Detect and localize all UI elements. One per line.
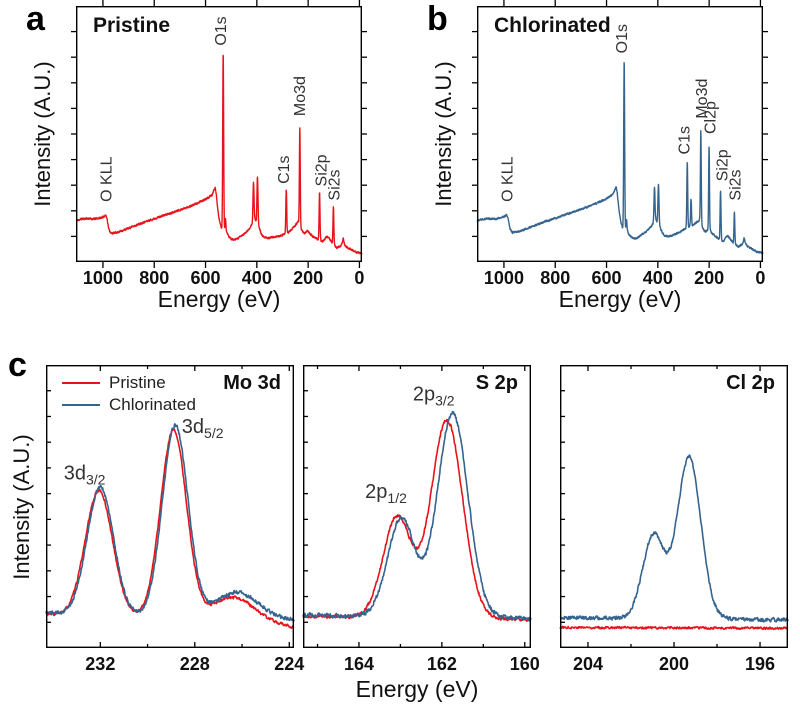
plot-frame: [476, 5, 764, 263]
plot-survey-pristine: 1000 800 600 400 200 0 O KLL O1s C1s Mo3d Si2p Si2s…: [71, 0, 367, 288]
x-tick-label: 204: [573, 654, 603, 674]
curve-chlorinated: [302, 410, 532, 622]
chart-canvas: 232 228 224 3d3/2 3d5/2: [45, 364, 304, 674]
peak-label: O KLL: [499, 156, 516, 201]
panel-letter-b: b: [427, 0, 448, 38]
pristine-line-swatch: [62, 381, 100, 385]
panel-letter-a: a: [26, 0, 45, 38]
peak-label: C1s: [276, 155, 293, 183]
curve-pristine: [559, 625, 789, 631]
peak-label: O KLL: [98, 156, 115, 201]
subplot-title-s2p: S 2p: [475, 372, 518, 394]
legend-item-pristine: Pristine: [62, 372, 196, 394]
peak-label: 3d3/2: [64, 463, 106, 488]
x-tick-label: 1000: [484, 268, 524, 288]
x-tick-label: 200: [293, 268, 323, 288]
chart-canvas: 164 162 160 2p1/2 2p3/2: [302, 364, 540, 674]
y-axis-label-a: Intensity (A.U.): [30, 61, 55, 207]
x-tick-label: 400: [242, 268, 272, 288]
plot-s2p: 164 162 160 2p1/2 2p3/2 S 2p: [302, 364, 540, 674]
plot-cl2p: 204 200 196 Cl 2p: [559, 364, 789, 674]
plot-title-pristine: Pristine: [93, 14, 171, 37]
subplot-title-cl2p: Cl 2p: [726, 372, 775, 394]
x-axis-label-a: Energy (eV): [157, 286, 281, 312]
peak-label: Cl2p: [702, 101, 719, 134]
legend-item-chlorinated: Chlorinated: [62, 394, 196, 416]
plot-frame: [45, 364, 295, 649]
peak-label: 2p1/2: [365, 481, 407, 506]
x-tick-label: 0: [354, 268, 364, 288]
peak-label: Mo3d: [694, 79, 711, 119]
peak-label: Mo3d: [292, 76, 309, 116]
curve-chlorinated: [559, 454, 789, 623]
plot-mo3d: 232 228 224 3d3/2 3d5/2 Pristine Chlorinated…: [45, 364, 304, 674]
subplot-title-mo3d: Mo 3d: [223, 372, 281, 394]
curve-chlorinated: [45, 423, 295, 623]
curve-pristine: [75, 54, 363, 255]
x-tick-label: 0: [755, 268, 765, 288]
x-tick-label: 600: [191, 268, 221, 288]
plot-frame: [302, 364, 532, 649]
x-tick-label: 400: [643, 268, 673, 288]
x-tick-label: 160: [510, 654, 540, 674]
x-tick-label: 800: [139, 268, 169, 288]
plot-frame: [559, 364, 789, 649]
panel-letter-c: c: [8, 346, 27, 384]
chlorinated-line-swatch: [62, 403, 100, 407]
peak-label: O1s: [213, 16, 230, 45]
x-tick-label: 200: [694, 268, 724, 288]
peak-label: Si2p: [313, 154, 330, 186]
plot-title-chlorinated: Chlorinated: [494, 14, 611, 37]
curve-pristine: [302, 418, 532, 623]
peak-label: Si2p: [714, 149, 731, 181]
x-axis-label-c: Energy (eV): [355, 676, 479, 702]
x-tick-label: 224: [274, 654, 304, 674]
y-axis-label-b: Intensity (A.U.): [431, 61, 456, 207]
x-tick-label: 164: [344, 654, 374, 674]
peak-label: Si2s: [327, 169, 344, 200]
chart-canvas: 204 200 196: [559, 364, 789, 674]
x-tick-label: 232: [85, 654, 115, 674]
x-tick-label: 1000: [83, 268, 123, 288]
x-tick-label: 200: [659, 654, 689, 674]
legend-label-chlorinated: Chlorinated: [109, 395, 196, 414]
peak-label: Si2s: [727, 169, 744, 200]
x-tick-label: 800: [540, 268, 570, 288]
x-tick-label: 162: [427, 654, 457, 674]
y-axis-label-c: Intensity (A.U.): [9, 434, 34, 580]
peak-label: 2p3/2: [413, 383, 455, 408]
curve-chlorinated: [476, 62, 764, 255]
x-tick-label: 228: [180, 654, 210, 674]
legend-label-pristine: Pristine: [109, 373, 166, 392]
plot-survey-chlorinated: 1000 800 600 400 200 0 O KLL O1s C1s Mo3d Cl2p Si2p…: [472, 0, 768, 288]
x-axis-label-b: Energy (eV): [558, 286, 682, 312]
legend: Pristine Chlorinated: [62, 372, 196, 416]
x-tick-label: 600: [592, 268, 622, 288]
curve-pristine: [45, 427, 295, 630]
peak-label: O1s: [614, 24, 631, 53]
peak-label: 3d5/2: [182, 416, 224, 441]
plot-frame: [75, 5, 363, 263]
x-tick-label: 196: [745, 654, 775, 674]
peak-label: C1s: [677, 126, 694, 154]
